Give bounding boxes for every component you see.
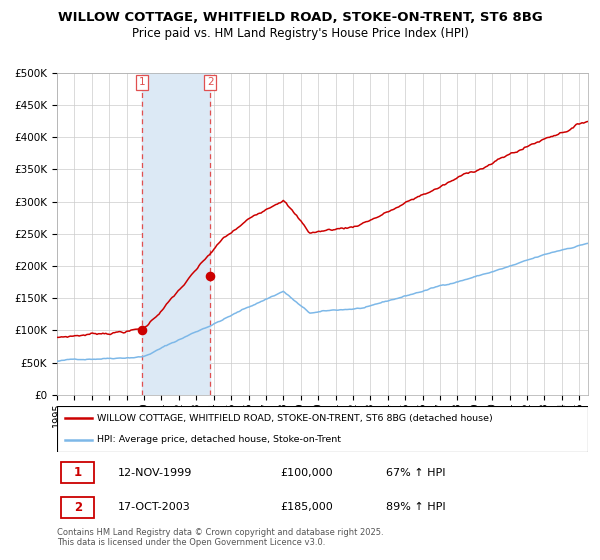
Text: £100,000: £100,000 bbox=[280, 468, 332, 478]
Text: HPI: Average price, detached house, Stoke-on-Trent: HPI: Average price, detached house, Stok… bbox=[97, 435, 341, 444]
FancyBboxPatch shape bbox=[61, 462, 94, 483]
Text: Price paid vs. HM Land Registry's House Price Index (HPI): Price paid vs. HM Land Registry's House … bbox=[131, 27, 469, 40]
Text: 1: 1 bbox=[74, 466, 82, 479]
Text: 89% ↑ HPI: 89% ↑ HPI bbox=[386, 502, 446, 512]
Text: 17-OCT-2003: 17-OCT-2003 bbox=[118, 502, 191, 512]
Point bbox=[205, 271, 215, 280]
Bar bbox=[142, 73, 210, 395]
Text: 12-NOV-1999: 12-NOV-1999 bbox=[118, 468, 193, 478]
Text: 1: 1 bbox=[139, 77, 145, 87]
Text: WILLOW COTTAGE, WHITFIELD ROAD, STOKE-ON-TRENT, ST6 8BG: WILLOW COTTAGE, WHITFIELD ROAD, STOKE-ON… bbox=[58, 11, 542, 24]
Text: Contains HM Land Registry data © Crown copyright and database right 2025.
This d: Contains HM Land Registry data © Crown c… bbox=[57, 528, 383, 547]
Point bbox=[137, 326, 146, 335]
Text: 67% ↑ HPI: 67% ↑ HPI bbox=[386, 468, 446, 478]
Text: 2: 2 bbox=[74, 501, 82, 514]
Text: WILLOW COTTAGE, WHITFIELD ROAD, STOKE-ON-TRENT, ST6 8BG (detached house): WILLOW COTTAGE, WHITFIELD ROAD, STOKE-ON… bbox=[97, 414, 493, 423]
Text: £185,000: £185,000 bbox=[280, 502, 333, 512]
Text: 2: 2 bbox=[207, 77, 214, 87]
FancyBboxPatch shape bbox=[61, 497, 94, 518]
